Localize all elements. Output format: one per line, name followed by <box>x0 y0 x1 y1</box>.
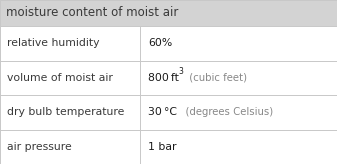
Text: moisture content of moist air: moisture content of moist air <box>6 7 178 20</box>
Text: (degrees Celsius): (degrees Celsius) <box>179 107 273 117</box>
Text: volume of moist air: volume of moist air <box>7 73 113 83</box>
Text: 30 °C: 30 °C <box>148 107 177 117</box>
Bar <box>0 0 337 26</box>
Text: 800 ft: 800 ft <box>148 73 179 83</box>
Text: air pressure: air pressure <box>7 142 72 152</box>
Text: 1 bar: 1 bar <box>148 142 176 152</box>
Text: 60%: 60% <box>148 38 172 48</box>
Text: 3: 3 <box>179 67 184 76</box>
Text: dry bulb temperature: dry bulb temperature <box>7 107 124 117</box>
Text: relative humidity: relative humidity <box>7 38 99 48</box>
Text: (cubic feet): (cubic feet) <box>186 73 247 83</box>
